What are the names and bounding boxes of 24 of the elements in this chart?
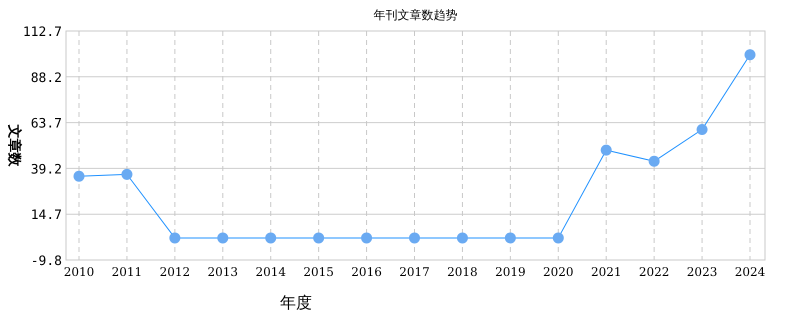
x-tick-label: 2022 [638, 265, 670, 279]
x-tick-label: 2014 [255, 265, 286, 279]
x-tick-label: 2023 [686, 265, 718, 279]
y-axis-title: 文章数 [6, 124, 23, 168]
y-tick-label: 112.7 [22, 25, 62, 40]
x-tick-label: 2010 [64, 265, 94, 279]
y-tick-label: 14.7 [30, 208, 62, 224]
x-tick-label: 2012 [160, 265, 190, 279]
x-tick-label: 2017 [399, 265, 430, 279]
y-tick-label: 63.7 [30, 116, 62, 132]
x-tick-label: 2015 [303, 265, 334, 279]
x-axis-title: 年度 [280, 293, 312, 312]
chart-title: 年刊文章数趋势 [374, 8, 458, 22]
y-tick-label: 39.2 [30, 162, 62, 178]
x-tick-label: 2020 [543, 265, 574, 279]
x-tick-label: 2013 [208, 265, 238, 279]
x-tick-label: 2011 [112, 265, 142, 279]
x-tick-label: 2018 [447, 265, 478, 279]
y-tick-label: 88.2 [30, 70, 62, 86]
x-tick-label: 2021 [590, 265, 622, 279]
x-tick-label: 2019 [495, 265, 526, 279]
x-tick-label: 2024 [734, 265, 766, 279]
y-tick-label: -9.8 [30, 254, 62, 269]
x-tick-label: 2016 [351, 265, 382, 279]
